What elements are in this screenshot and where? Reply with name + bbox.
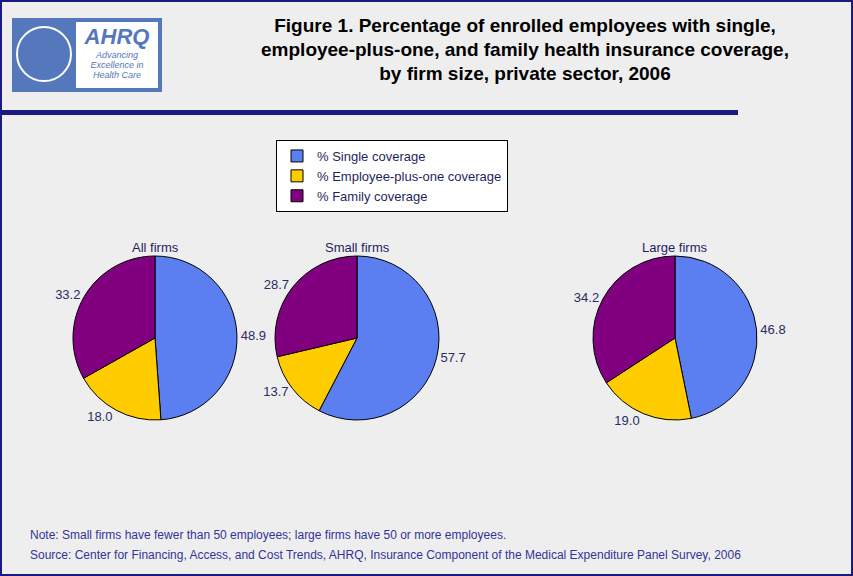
svg-text:18.0: 18.0 xyxy=(87,409,112,424)
svg-text:% Single coverage: % Single coverage xyxy=(317,149,425,164)
html-text:Advancing Excellence in Health: Advancing Excellence in Health Care xyxy=(90,50,144,80)
html-text:Note: Small firms have fewer t: Note: Small firms have fewer than 50 emp… xyxy=(30,528,507,542)
svg-text:34.2: 34.2 xyxy=(574,290,599,305)
html-text:employee-plus-one, and family: employee-plus-one, and family health ins… xyxy=(261,39,789,60)
svg-text:57.7: 57.7 xyxy=(440,350,465,365)
svg-text:28.7: 28.7 xyxy=(264,277,289,292)
svg-text:% Family coverage: % Family coverage xyxy=(317,189,428,204)
svg-text:% Employee-plus-one coverage: % Employee-plus-one coverage xyxy=(317,169,501,184)
svg-text:Large firms: Large firms xyxy=(642,240,708,255)
svg-text:All firms: All firms xyxy=(132,240,179,255)
html-text:by firm size, private sector,: by firm size, private sector, 2006 xyxy=(379,63,671,84)
svg-text:48.9: 48.9 xyxy=(241,328,266,343)
html-text:AHRQ: AHRQ xyxy=(84,24,150,49)
html-text:Source: Center for Financing,: Source: Center for Financing, Access, an… xyxy=(30,548,741,562)
svg-text:Small firms: Small firms xyxy=(325,240,390,255)
svg-text:19.0: 19.0 xyxy=(614,413,639,428)
svg-text:46.8: 46.8 xyxy=(760,322,785,337)
html-text:Figure 1. Percentage of enroll: Figure 1. Percentage of enrolled employe… xyxy=(274,15,776,36)
svg-text:13.7: 13.7 xyxy=(263,384,288,399)
svg-text:33.2: 33.2 xyxy=(55,287,80,302)
